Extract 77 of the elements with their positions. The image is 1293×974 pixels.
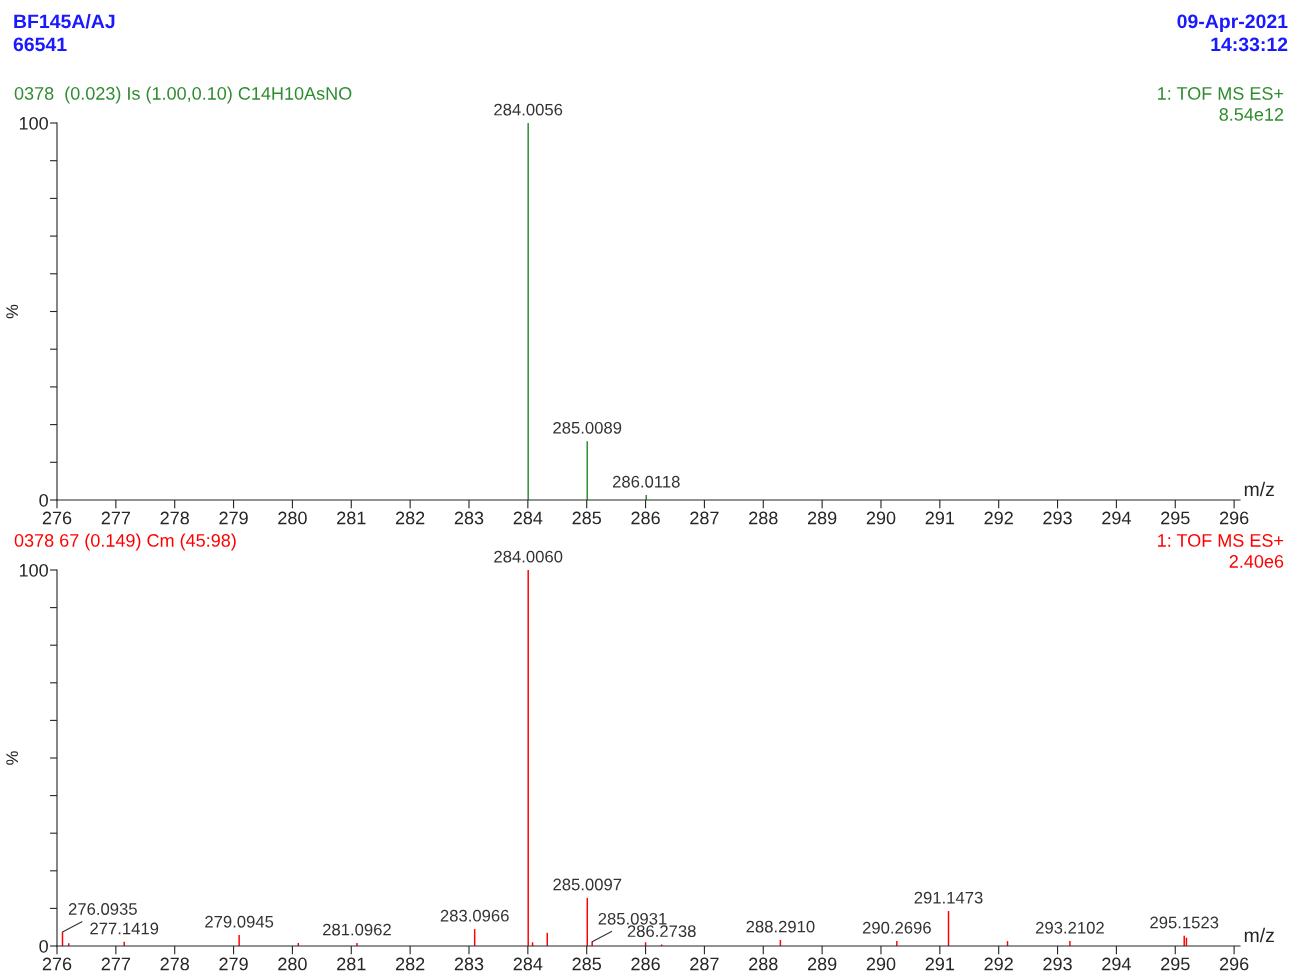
x-tick-label: 283	[454, 511, 484, 525]
x-tick-label: 291	[925, 957, 955, 971]
text: 2.40e6	[1229, 555, 1284, 568]
annotation: 281.0962	[323, 923, 391, 936]
x-axis-title: m/z	[1244, 481, 1274, 497]
x-tick-label: 294	[1102, 511, 1131, 525]
x-tick-label: 285	[572, 511, 602, 525]
x-tick-label: 293	[1043, 957, 1072, 971]
annotation: 293.2102	[1036, 921, 1104, 934]
annotation: 277.1419	[90, 922, 159, 935]
x-tick-label: 284	[513, 511, 543, 525]
text: 14:33:12	[1211, 37, 1288, 52]
x-tick-label: 293	[1043, 511, 1072, 525]
x-tick-label: 290	[866, 957, 896, 971]
y-tick-label: 100	[19, 563, 48, 577]
chart-title: 0378 (0.023) Is (1.00,0.10) C14H10AsNO	[14, 86, 352, 104]
y-tick-label: 0	[39, 493, 48, 507]
annotation: 286.2738	[627, 925, 696, 938]
annotation: 285.0089	[553, 421, 622, 434]
x-tick-label: 283	[454, 957, 484, 971]
x-tick-label: 286	[631, 957, 660, 971]
x-tick-label: 295	[1161, 511, 1190, 525]
annotation: 283.0966	[440, 909, 509, 922]
annotation: 290.2696	[862, 921, 931, 934]
annotation: 286.0118	[612, 475, 680, 488]
x-tick-label: 292	[984, 511, 1013, 525]
x-tick-label: 288	[749, 957, 778, 971]
x-tick-label: 295	[1161, 957, 1190, 971]
x-tick-label: 289	[807, 957, 837, 971]
annotation: 279.0945	[205, 915, 274, 928]
x-tick-label: 282	[395, 957, 425, 971]
x-tick-label: 294	[1102, 957, 1131, 971]
text: 66541	[13, 37, 67, 52]
text: BF145A/AJ	[14, 13, 115, 29]
y-axis-title: %	[6, 751, 18, 765]
annotation: 288.2910	[746, 920, 815, 933]
x-tick-label: 292	[984, 957, 1013, 971]
x-axis-title: m/z	[1244, 927, 1274, 943]
x-tick-label: 282	[395, 511, 425, 525]
annotation: 295.1523	[1150, 916, 1219, 929]
x-tick-label: 286	[631, 511, 660, 525]
x-tick-label: 277	[101, 511, 131, 525]
x-tick-label: 278	[160, 511, 189, 525]
x-tick-label: 280	[278, 511, 307, 525]
x-tick-label: 280	[278, 957, 307, 971]
text: 09-Apr-2021	[1177, 14, 1288, 33]
annotation: 285.0931	[598, 912, 667, 925]
y-tick-label: 0	[39, 939, 48, 953]
x-tick-label: 284	[513, 957, 543, 971]
x-tick-label: 285	[572, 957, 602, 971]
x-tick-label: 287	[690, 511, 719, 525]
x-tick-label: 281	[337, 511, 366, 525]
x-tick-label: 281	[337, 957, 366, 971]
x-tick-label: 276	[42, 511, 72, 525]
annotation: 291.1473	[914, 891, 983, 904]
x-tick-label: 296	[1219, 957, 1249, 971]
text: 1: TOF MS ES+	[1158, 534, 1284, 547]
x-tick-label: 296	[1219, 511, 1249, 525]
x-tick-label: 289	[807, 511, 837, 525]
annotation: 276.0935	[68, 903, 137, 915]
x-tick-label: 291	[925, 511, 955, 525]
x-tick-label: 279	[219, 511, 248, 525]
annotation: 284.0056	[494, 103, 563, 116]
y-tick-label: 100	[19, 116, 48, 130]
annotation: 284.0060	[494, 550, 563, 563]
chart-title: 0378 67 (0.149) Cm (45:98)	[14, 533, 236, 551]
text: 1: TOF MS ES+	[1158, 87, 1284, 100]
x-tick-label: 278	[160, 957, 189, 971]
y-axis-title: %	[6, 304, 18, 319]
x-tick-label: 277	[101, 957, 131, 971]
text: 8.54e12	[1219, 108, 1284, 121]
x-tick-label: 276	[42, 957, 72, 971]
x-tick-label: 290	[866, 511, 896, 525]
x-tick-label: 279	[219, 957, 248, 971]
x-tick-label: 288	[749, 511, 778, 525]
x-tick-label: 287	[690, 957, 719, 971]
annotation: 285.0097	[553, 878, 622, 891]
